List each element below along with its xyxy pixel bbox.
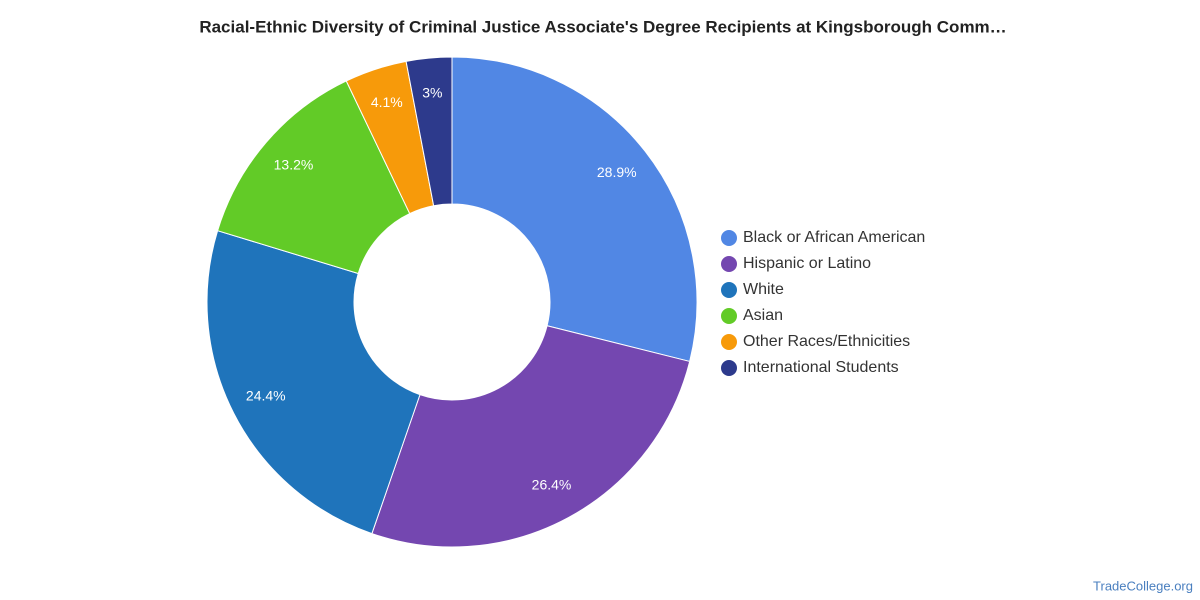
legend-label: Other Races/Ethnicities <box>743 333 910 350</box>
slice <box>206 230 421 535</box>
legend-swatch <box>721 230 737 246</box>
legend-swatch <box>721 256 737 272</box>
chart-title: Racial-Ethnic Diversity of Criminal Just… <box>199 17 1006 36</box>
slice-label: 24.4% <box>246 388 286 404</box>
slice <box>451 56 698 363</box>
slice-label: 26.4% <box>532 476 572 492</box>
legend-swatch <box>721 308 737 324</box>
slice-label: 28.9% <box>597 164 637 180</box>
legend-swatch <box>721 282 737 298</box>
legend-label: Hispanic or Latino <box>743 255 871 272</box>
slice <box>216 80 411 275</box>
slice <box>405 56 453 207</box>
slice-label: 3% <box>422 85 442 101</box>
slice-label: 4.1% <box>371 94 403 110</box>
legend-label: Asian <box>743 307 783 324</box>
legend-swatch <box>721 360 737 376</box>
credit[interactable]: TradeCollege.org <box>1093 578 1193 593</box>
legend-label: White <box>743 281 784 298</box>
slice-label: 13.2% <box>274 156 314 172</box>
slice <box>371 325 691 548</box>
legend-label: International Students <box>743 359 899 376</box>
legend-label: Black or African American <box>743 229 925 246</box>
legend-swatch <box>721 334 737 350</box>
